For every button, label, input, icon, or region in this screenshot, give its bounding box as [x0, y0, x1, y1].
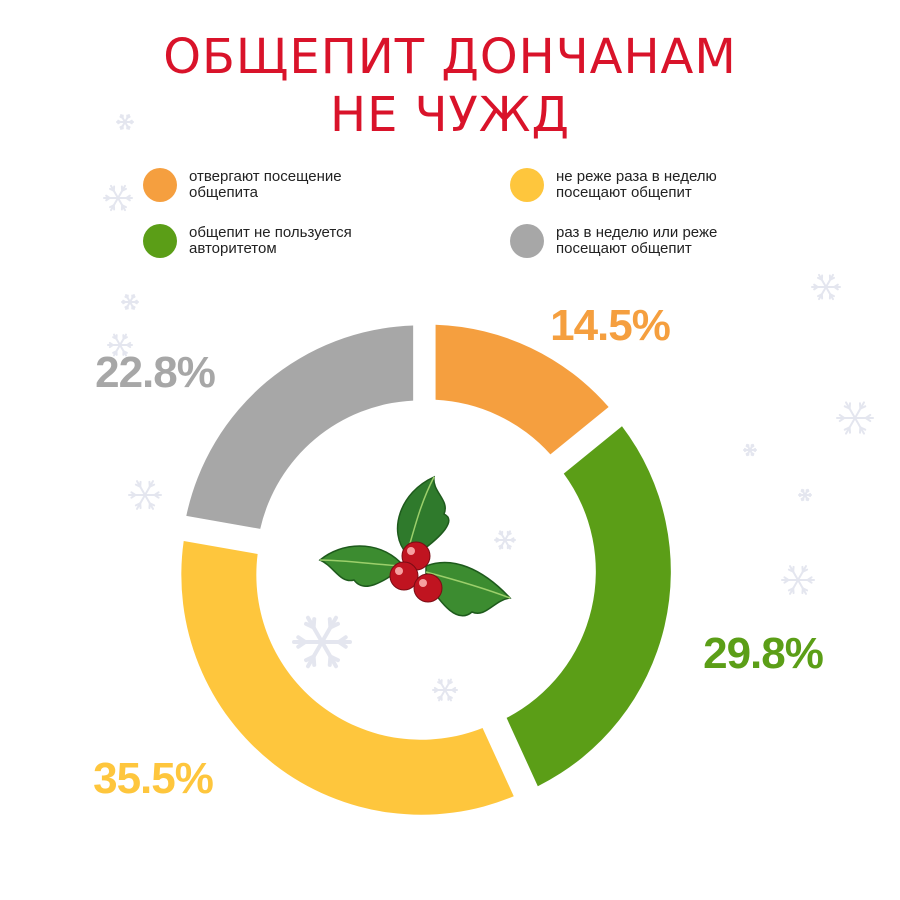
donut-slice-1	[506, 426, 671, 787]
snowflake-icon	[836, 401, 874, 435]
legend-label-weekly-plus: не реже раза в неделю посещают общепит	[556, 168, 717, 201]
snowflake-background	[103, 114, 874, 702]
snowflake-icon	[107, 333, 133, 357]
legend-item-weekly-or-less: раз в неделю или реже посещают общепит	[510, 224, 717, 258]
legend-label-no-authority: общепит не пользуется авторитетом	[189, 224, 352, 257]
snowflake-icon	[116, 114, 134, 130]
snowflake-icon	[798, 488, 812, 502]
chart-title: ОБЩЕПИТ ДОНЧАНАМ НЕ ЧУЖД	[0, 28, 900, 144]
title-line-2: НЕ ЧУЖД	[329, 87, 571, 143]
holly-icon	[318, 475, 512, 617]
legend-swatch-weekly-or-less	[510, 224, 544, 258]
value-label-2: 35.5%	[93, 754, 213, 803]
snowflake-icon	[292, 615, 352, 669]
value-labels: 14.5% 29.8% 35.5% 22.8%	[93, 301, 824, 803]
snowflake-icon	[432, 678, 458, 702]
legend-item-reject: отвергают посещение общепита	[143, 168, 342, 202]
legend-label-weekly-or-less: раз в неделю или реже посещают общепит	[556, 224, 718, 257]
legend-item-weekly-plus: не реже раза в неделю посещают общепит	[510, 168, 717, 202]
value-label-0: 14.5%	[550, 301, 670, 350]
snowflake-icon	[494, 530, 516, 550]
value-label-1: 29.8%	[703, 629, 823, 678]
donut-slice-2	[181, 540, 514, 815]
snowflake-icon	[103, 184, 133, 212]
legend-swatch-reject	[143, 168, 177, 202]
value-label-3: 22.8%	[95, 348, 215, 397]
donut-slice-0	[435, 324, 609, 455]
snowflake-icon	[128, 480, 162, 510]
title-line-1: ОБЩЕПИТ ДОНЧАНАМ	[163, 29, 737, 85]
snowflake-icon	[743, 443, 757, 457]
donut-slices	[181, 324, 671, 815]
legend-swatch-no-authority	[143, 224, 177, 258]
donut-slice-3	[186, 325, 414, 529]
legend-item-no-authority: общепит не пользуется авторитетом	[143, 224, 352, 258]
snowflake-icon	[121, 294, 139, 310]
legend-label-reject: отвергают посещение общепита	[189, 168, 342, 201]
legend-swatch-weekly-plus	[510, 168, 544, 202]
snowflake-icon	[781, 565, 815, 595]
snowflake-icon	[811, 273, 841, 301]
